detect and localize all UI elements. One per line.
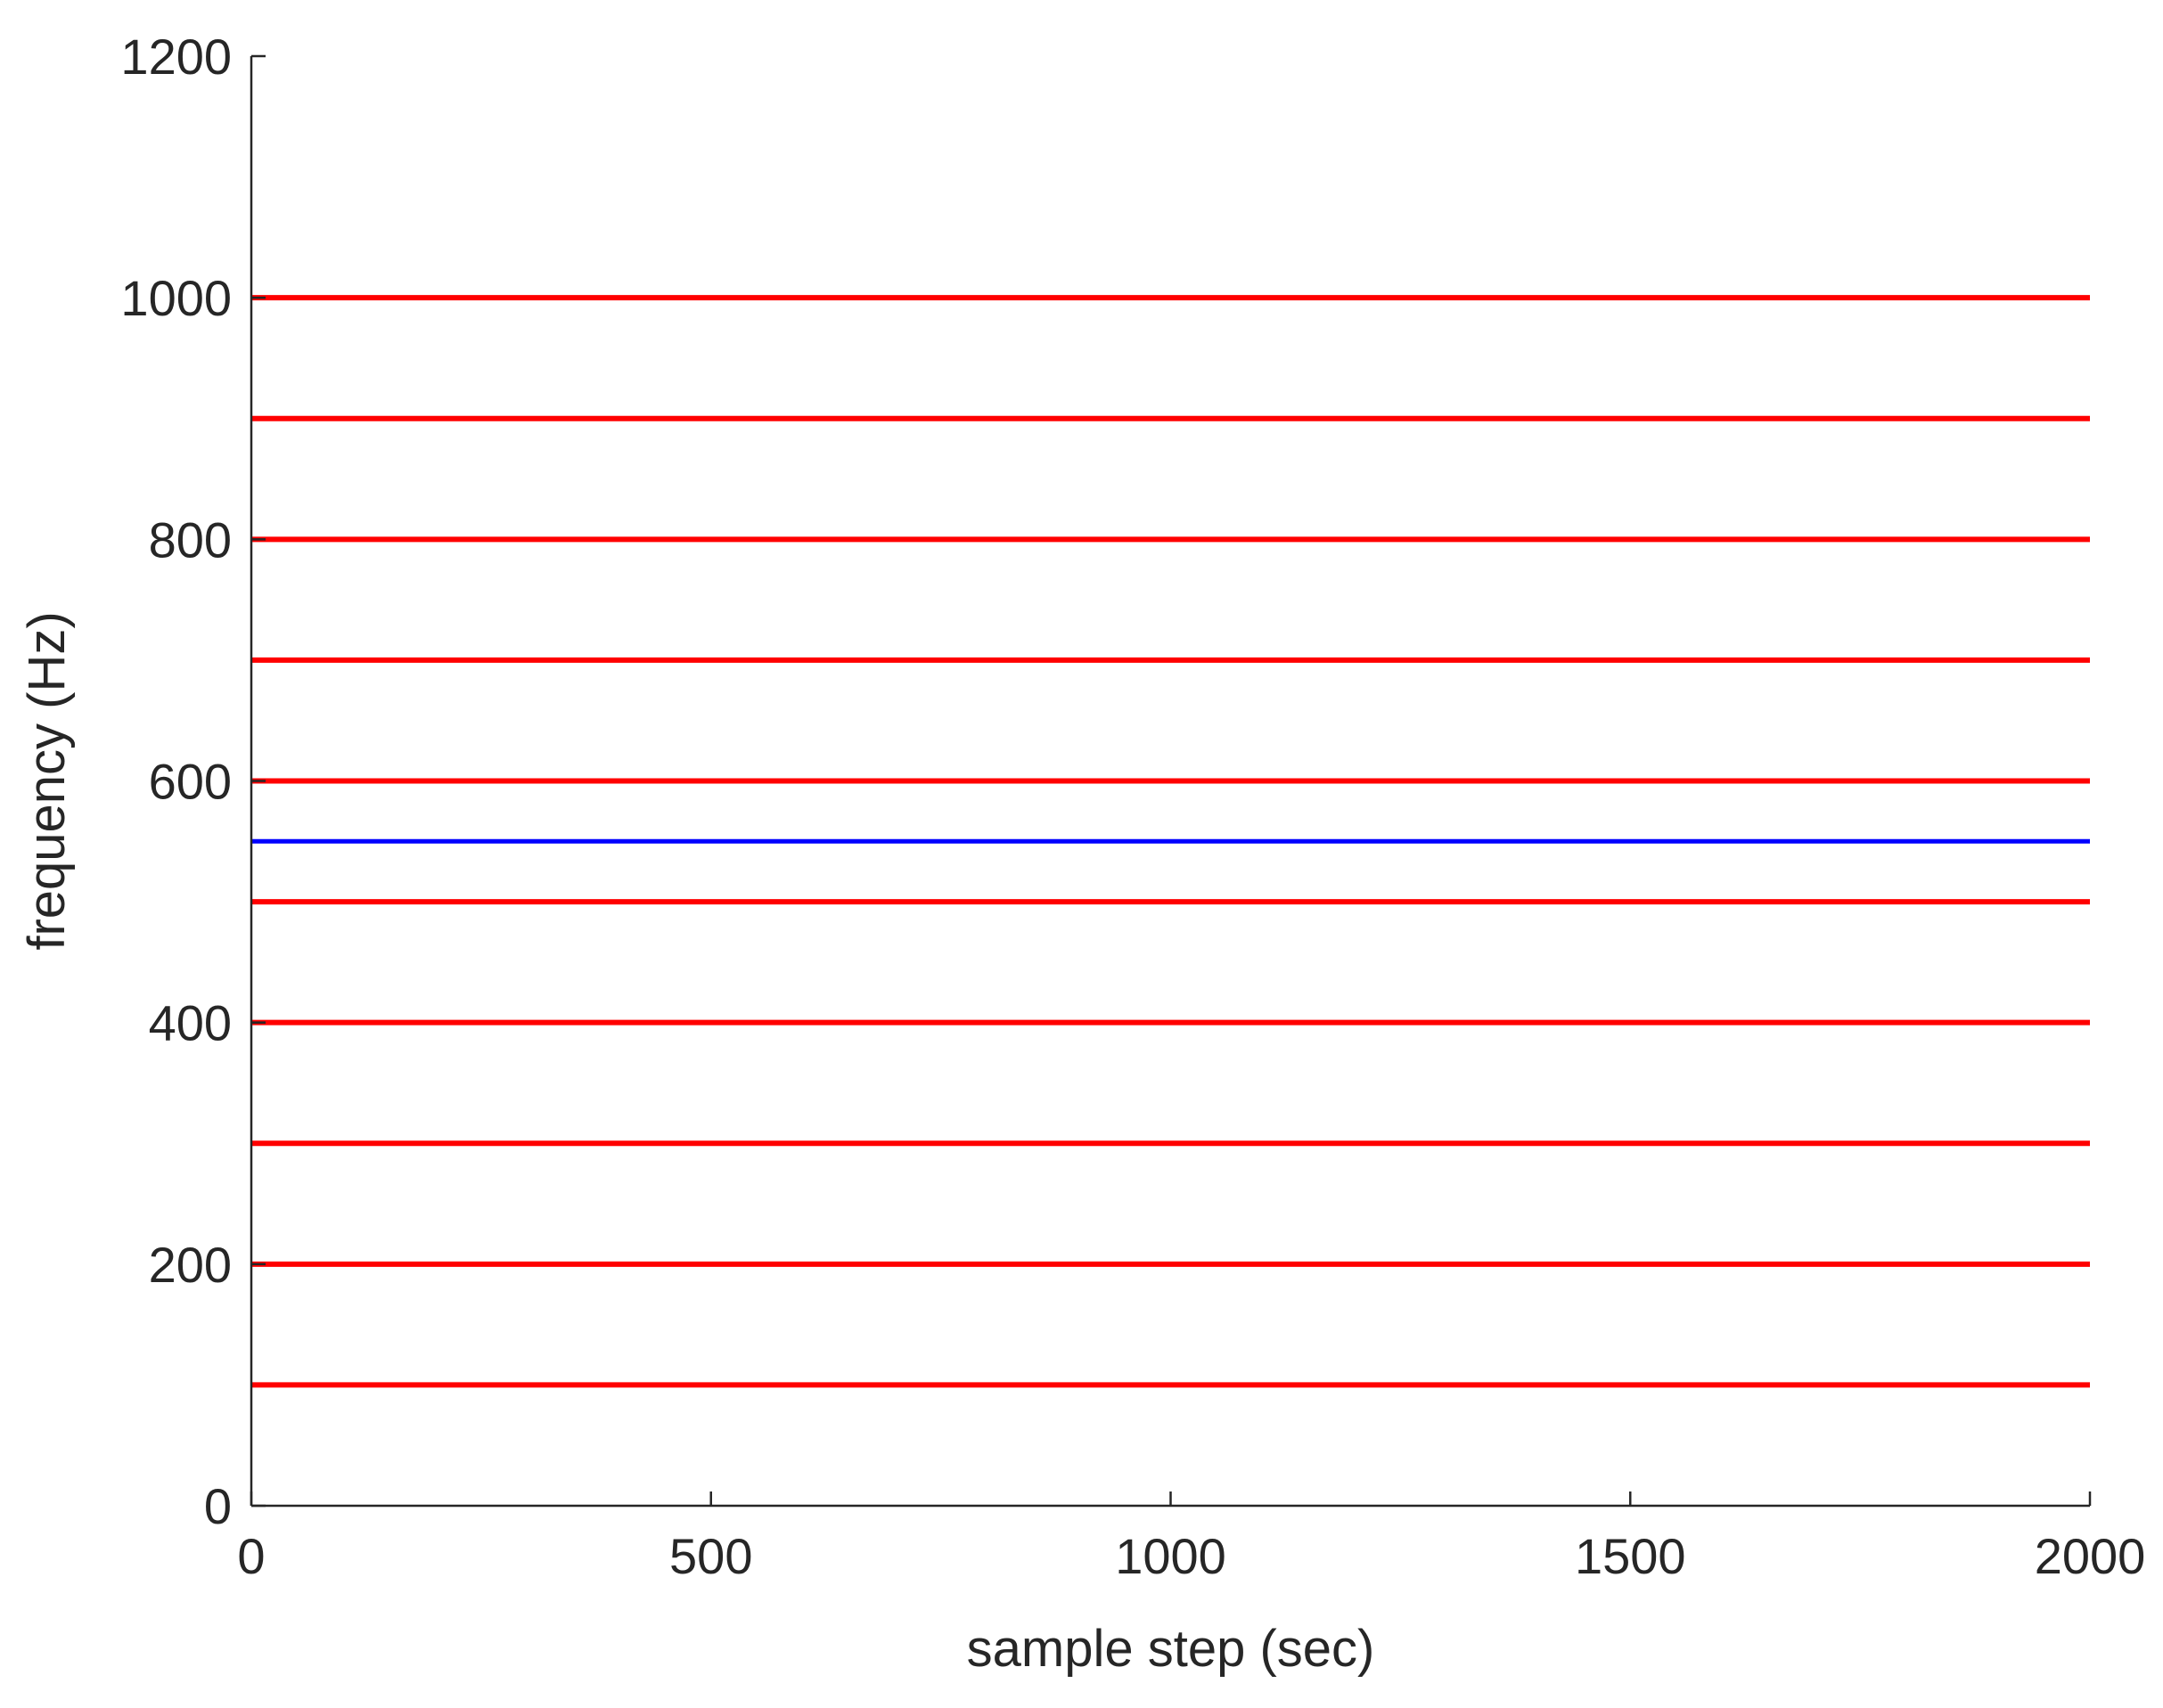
x-axis-label: sample step (sec): [967, 1620, 1375, 1678]
y-tick-label: 400: [149, 995, 232, 1051]
y-tick-label: 0: [204, 1478, 232, 1534]
x-tick-label: 1000: [1115, 1528, 1226, 1584]
x-tick-label: 500: [669, 1528, 752, 1584]
y-tick-label: 200: [149, 1237, 232, 1293]
y-tick-label: 1000: [120, 270, 232, 326]
y-tick-label: 600: [149, 754, 232, 810]
x-tick-label: 1500: [1575, 1528, 1686, 1584]
x-tick-label: 0: [237, 1528, 265, 1584]
y-tick-label: 1200: [120, 29, 232, 85]
x-tick-label: 2000: [2035, 1528, 2146, 1584]
series-layer: [251, 295, 2090, 1388]
axes-layer: 0 500 1000 1500 2000 0 200 400 600 800 1000 1200: [120, 29, 2145, 1584]
y-tick-label: 800: [149, 511, 232, 568]
y-axis-label: frequency (Hz): [18, 611, 76, 950]
